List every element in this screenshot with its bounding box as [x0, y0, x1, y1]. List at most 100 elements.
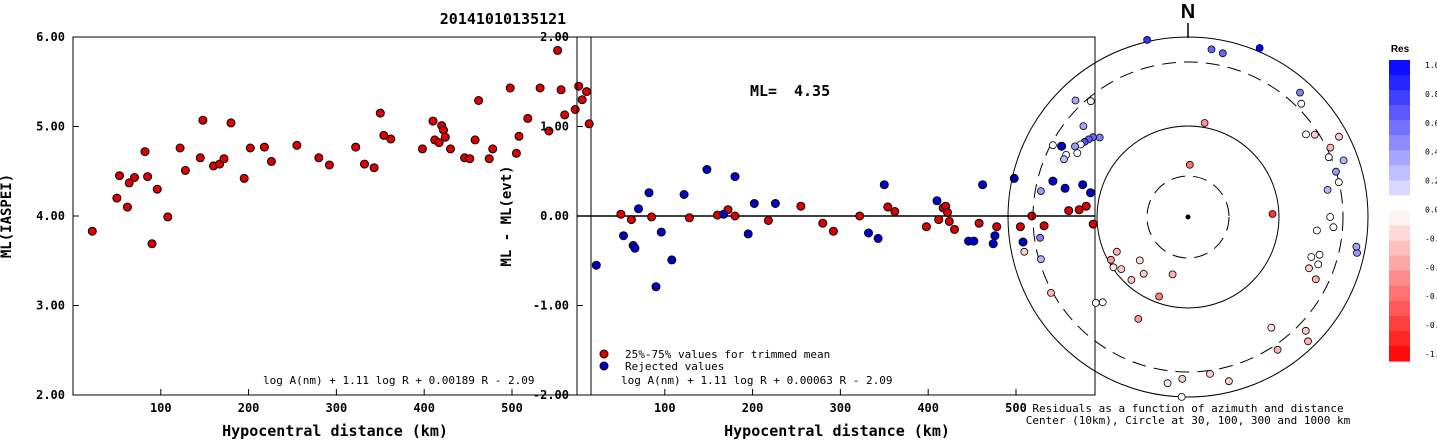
data-point — [651, 282, 661, 292]
data-point — [582, 87, 592, 97]
data-point — [474, 96, 484, 105]
station-marker — [1020, 247, 1029, 256]
station-marker — [1206, 369, 1214, 378]
colorbar-cell — [1389, 255, 1410, 272]
data-point — [574, 81, 584, 91]
data-point — [667, 255, 677, 265]
station-marker — [1112, 247, 1121, 256]
data-point — [978, 180, 988, 190]
station-marker — [1326, 143, 1335, 152]
colorbar-cell — [1389, 330, 1410, 347]
data-point — [684, 213, 694, 223]
y-tick-label: 1.00 — [540, 120, 569, 134]
station-marker — [1297, 99, 1306, 108]
station-marker — [1049, 141, 1057, 150]
residual-colorbar: Res 1.0 0.8 0.6 0.4 0.2 0.0 -0.2 -0.4 -0.6 -0.8 -1… — [1389, 44, 1437, 362]
legend-label-trimmed: 25%-75% values for trimmed mean — [625, 348, 830, 361]
ml-residual-plot: 100 200 300 400 500 -2.00 -1.00 0.00 1.00 2.00 ML… — [499, 30, 1098, 440]
data-point — [140, 147, 150, 157]
data-point — [749, 199, 759, 208]
colorbar-tick-label: 0.2 — [1425, 177, 1437, 186]
data-point — [375, 108, 385, 118]
data-point — [969, 236, 979, 246]
data-point — [147, 239, 157, 249]
colorbar-cell — [1389, 240, 1410, 257]
station-marker — [1324, 153, 1333, 162]
data-point — [591, 260, 601, 270]
data-point — [523, 113, 533, 123]
tick-group: 100 200 300 400 500 2.00 3.00 4.00 5.00 6.00 — [36, 30, 523, 415]
y-tick-label: -1.00 — [533, 299, 569, 313]
data-point — [124, 178, 134, 188]
data-point — [488, 144, 498, 154]
station-marker — [1185, 160, 1194, 169]
station-marker — [1207, 45, 1216, 54]
data-point — [679, 190, 689, 199]
data-point — [990, 231, 1000, 241]
station-marker — [1143, 36, 1151, 44]
station-marker — [1307, 253, 1316, 261]
x-tick-label: 200 — [742, 401, 764, 415]
epicenter-marker — [1185, 214, 1191, 220]
station-marker — [1109, 263, 1118, 272]
data-point — [719, 209, 729, 219]
colorbar-cell — [1389, 90, 1410, 106]
data-point — [626, 215, 636, 225]
data-point — [763, 216, 773, 225]
station-marker — [1060, 155, 1068, 164]
colorbar-cell — [1389, 300, 1410, 317]
colorbar-cell — [1389, 75, 1410, 91]
station-marker — [1177, 392, 1186, 401]
data-point — [944, 216, 954, 226]
station-marker — [1036, 233, 1044, 242]
data-point — [855, 211, 865, 221]
station-marker — [1267, 323, 1276, 332]
colorbar-tick-label: -0.2 — [1425, 234, 1437, 243]
station-marker — [1200, 119, 1209, 127]
data-point — [544, 126, 554, 136]
colorbar-cell — [1389, 105, 1410, 121]
station-marker — [1163, 379, 1172, 388]
data-point — [796, 201, 806, 211]
data-point — [446, 144, 455, 154]
station-marker — [1086, 97, 1095, 106]
station-marker — [1255, 44, 1264, 52]
colorbar-cell — [1389, 60, 1410, 76]
data-point — [619, 231, 628, 241]
data-point — [130, 173, 139, 182]
data-point — [198, 115, 208, 125]
x-tick-label: 400 — [413, 401, 435, 415]
y-axis-label: ML(IASPEI) — [0, 174, 15, 258]
data-point — [656, 227, 666, 237]
distance-rings — [1007, 36, 1369, 398]
distance-ring — [1032, 61, 1344, 373]
data-point — [465, 154, 475, 164]
station-marker — [1326, 213, 1335, 221]
data-point — [644, 188, 654, 198]
data-point — [219, 154, 229, 164]
y-tick-label: 4.00 — [36, 209, 65, 223]
x-tick-label: 100 — [654, 401, 676, 415]
y-axis-label: ML - ML(evt) — [499, 165, 515, 266]
station-marker — [1139, 269, 1148, 278]
colorbar-tick-label: 0.4 — [1425, 148, 1437, 157]
data-point — [873, 233, 883, 243]
data-point — [180, 165, 190, 175]
data-point — [87, 226, 97, 236]
data-point — [292, 140, 302, 150]
colorbar-tick-label: -0.6 — [1425, 292, 1437, 301]
point-group — [87, 45, 594, 249]
data-point — [553, 45, 563, 55]
legend-label-rejected: Rejected values — [625, 360, 724, 373]
legend-marker-rejected — [599, 361, 609, 371]
y-tick-label: 6.00 — [36, 30, 65, 44]
station-marker — [1268, 210, 1277, 218]
caption-line-2: Center (10km), Circle at 30, 100, 300 an… — [1026, 414, 1351, 427]
colorbar-cell — [1389, 315, 1410, 332]
data-point — [1018, 237, 1028, 247]
colorbar-tick-label: 0.8 — [1425, 90, 1437, 99]
station-marker — [1218, 49, 1227, 58]
station-group — [1020, 36, 1361, 401]
data-point — [943, 207, 952, 217]
